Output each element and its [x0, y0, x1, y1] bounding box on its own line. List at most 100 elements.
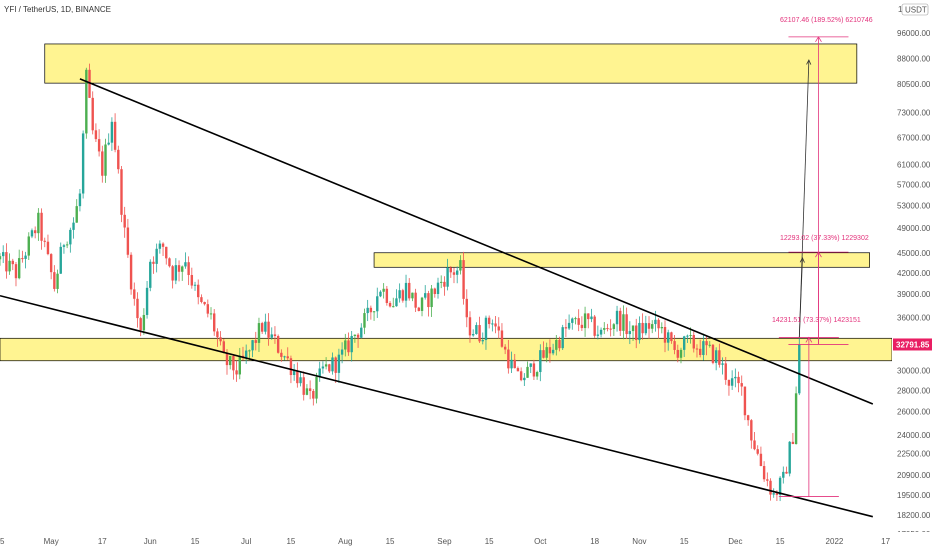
candle-body: [443, 281, 446, 287]
candle-body: [340, 349, 344, 355]
candle-body: [529, 363, 532, 367]
candle-body: [296, 370, 299, 384]
candle-body: [539, 350, 542, 373]
candle-body: [590, 316, 593, 320]
candle-body: [676, 349, 679, 358]
candle-body: [43, 240, 46, 242]
candle-body: [203, 301, 206, 305]
time-tick-label: 15: [286, 537, 295, 546]
candle-body: [388, 302, 392, 307]
candle-body: [567, 322, 571, 329]
time-axis[interactable]: 15 May 17 Jun 15 Jul 15 Aug 15 Sep 15 Oct 18 Nov 15 Dec…: [0, 532, 932, 550]
currency-badge[interactable]: [901, 3, 929, 16]
candle-body: [123, 214, 126, 228]
candle-body: [91, 97, 94, 131]
candle-body: [347, 340, 350, 353]
candle-body: [280, 352, 283, 357]
price-tick-label: 45000.00: [897, 249, 931, 258]
candle-body: [564, 327, 568, 329]
candle-body: [382, 288, 385, 292]
candle-body: [651, 324, 654, 329]
candle-body: [532, 363, 536, 377]
candle-body: [101, 151, 104, 176]
candle-body: [660, 326, 664, 329]
projection-arrow-head-1: [799, 257, 805, 263]
candle-body: [149, 261, 152, 288]
candle-body: [798, 344, 801, 394]
candle-body: [392, 306, 395, 308]
candle-body: [657, 319, 660, 329]
candle-body: [0, 256, 2, 260]
candle-body: [356, 334, 360, 338]
candle-body: [465, 298, 468, 318]
candle-body: [49, 254, 53, 273]
candle-body: [718, 350, 721, 365]
candle-body: [606, 328, 609, 330]
price-tick-label: 36000.00: [897, 313, 931, 322]
price-tick-label: 49000.00: [897, 224, 931, 233]
time-tick-label: 15: [386, 537, 395, 546]
candle-body: [740, 383, 743, 387]
candle-body: [5, 252, 8, 272]
candle-body: [75, 206, 78, 223]
candle-body: [46, 241, 50, 255]
currency-badge-label: USDT: [905, 6, 927, 15]
candle-body: [257, 323, 261, 343]
candle-body: [181, 266, 184, 272]
candle-body: [535, 372, 539, 377]
candle-body: [404, 282, 408, 301]
candle-body: [481, 340, 484, 342]
candle-body: [440, 281, 443, 283]
price-tick-label: 24000.00: [897, 431, 931, 440]
candle-body: [766, 479, 769, 481]
candle-body: [299, 377, 302, 384]
candle-body: [714, 350, 718, 363]
time-tick-label: 17: [98, 537, 107, 546]
candle-body: [331, 357, 334, 372]
candle-body: [260, 323, 264, 332]
price-tick-label: 73000.00: [897, 109, 931, 118]
candle-body: [500, 330, 504, 347]
candle-body: [238, 355, 241, 375]
candle-body: [312, 390, 315, 399]
price-tick-label: 88000.00: [897, 54, 931, 63]
candle-body: [286, 356, 289, 359]
candle-body: [37, 212, 40, 234]
trendline-1: [0, 294, 874, 518]
zone-1: [373, 252, 870, 268]
time-axis-background: [0, 532, 932, 550]
candle-body: [523, 377, 526, 381]
candle-body: [168, 258, 171, 267]
candle-body: [213, 313, 216, 332]
price-axis[interactable]: 96000.00 88000.00 80500.00 73000.00 67000.00…: [892, 0, 932, 539]
candle-body: [305, 388, 309, 395]
candle-body: [785, 471, 788, 474]
candle-body: [385, 288, 389, 303]
candle-body: [497, 326, 500, 331]
time-tick-label: May: [44, 537, 59, 546]
candle-body: [794, 393, 798, 445]
candle-body: [571, 318, 574, 323]
candle-body: [695, 348, 699, 350]
candle-body: [292, 370, 296, 376]
candle-body: [711, 344, 715, 363]
candle-body: [216, 331, 219, 338]
candle-body: [161, 243, 165, 247]
measure-label-middle: 12293.02 (37.33%) 1229302: [780, 235, 869, 242]
candle-body: [133, 289, 136, 299]
candle-body: [682, 336, 686, 350]
candle-body: [708, 344, 711, 346]
candle-body: [324, 364, 328, 367]
candle-body: [360, 327, 363, 338]
time-tick-label: Sep: [437, 537, 452, 546]
measure-label-lower: 14231.51 (73.37%) 1423151: [772, 317, 861, 324]
candle-body: [503, 346, 507, 350]
candle-body: [561, 327, 564, 349]
candle-body: [8, 260, 11, 272]
projection-arrow-1: [798, 257, 803, 339]
candle-body: [587, 313, 590, 320]
candle-body: [762, 466, 766, 480]
price-tick-label: 18200.00: [897, 511, 931, 520]
candle-body: [197, 284, 200, 298]
